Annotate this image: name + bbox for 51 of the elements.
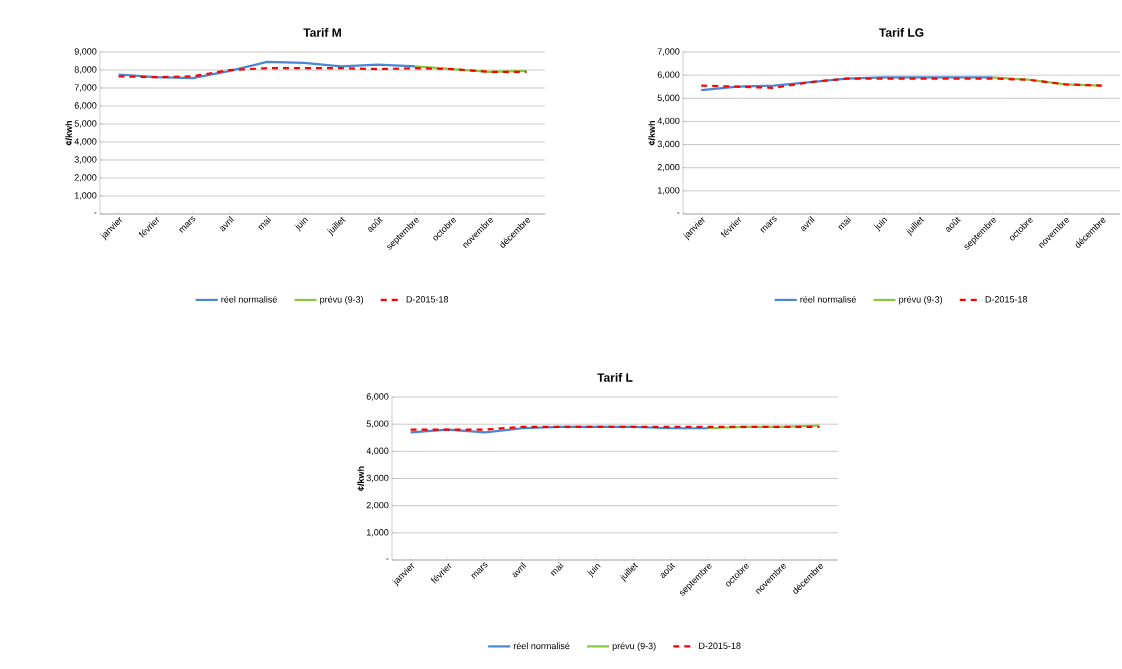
chart-title: Tarif LG xyxy=(879,28,924,37)
legend-label: réel normalisé xyxy=(513,642,570,650)
y-tick-label: 8,000 xyxy=(74,66,97,74)
legend-label: D-2015-18 xyxy=(406,296,449,303)
x-tick-label: avril xyxy=(801,216,815,232)
x-tick-label: juin xyxy=(873,217,888,232)
y-axis-title: ¢/kwh xyxy=(648,121,656,146)
y-tick-label: 3,000 xyxy=(74,156,97,164)
y-tick-label: 5,000 xyxy=(657,94,680,103)
chart-title: Tarif L xyxy=(597,373,633,382)
y-tick-label: 6,000 xyxy=(74,102,97,110)
y-tick-label: 6,000 xyxy=(366,393,389,401)
legend-label: réel normalisé xyxy=(800,295,856,303)
y-tick-label: 2,000 xyxy=(657,164,680,172)
y-tick-label: 5,000 xyxy=(74,120,97,128)
y-tick-label: 1,000 xyxy=(74,192,97,200)
x-tick-label: mai xyxy=(550,562,564,577)
y-tick-label: - xyxy=(386,558,389,560)
legend-label: D-2015-18 xyxy=(985,296,1028,303)
chart-title: Tarif M xyxy=(303,28,341,37)
legend-label: prévu (9-3) xyxy=(899,295,943,305)
legend-label: réel normalisé xyxy=(221,295,277,303)
y-tick-label: 3,000 xyxy=(366,474,389,483)
legend-label: D-2015-18 xyxy=(699,642,741,649)
line-series xyxy=(117,60,417,80)
x-tick-label: juin xyxy=(294,217,309,232)
y-tick-label: 4,000 xyxy=(74,138,97,146)
legend-label: prévu (9-3) xyxy=(320,295,364,305)
y-tick-label: - xyxy=(677,212,680,214)
y-tick-label: 3,000 xyxy=(657,140,680,149)
y-tick-label: 7,000 xyxy=(657,48,680,56)
y-tick-label: 6,000 xyxy=(657,71,680,79)
x-tick-label: août xyxy=(945,216,961,232)
y-tick-label: 2,000 xyxy=(366,501,389,510)
y-axis-title: ¢/kwh xyxy=(357,466,365,491)
y-tick-label: 7,000 xyxy=(74,84,97,92)
y-tick-label: 1,000 xyxy=(366,529,389,537)
x-tick-label: mai xyxy=(258,216,272,231)
y-tick-label: 2,000 xyxy=(74,174,97,182)
y-tick-label: 5,000 xyxy=(366,420,389,428)
y-tick-label: 1,000 xyxy=(657,187,680,195)
x-tick-label: août xyxy=(367,216,383,232)
y-tick-label: 9,000 xyxy=(74,48,97,56)
y-axis-title: ¢/kwh xyxy=(65,121,73,146)
y-tick-label: 4,000 xyxy=(657,117,680,126)
x-tick-label: août xyxy=(660,562,676,578)
x-tick-label: mai xyxy=(838,216,852,231)
y-tick-label: - xyxy=(94,212,97,214)
legend-label: prévu (9-3) xyxy=(612,642,656,651)
y-tick-label: 4,000 xyxy=(366,447,389,456)
x-tick-label: juin xyxy=(586,563,601,578)
